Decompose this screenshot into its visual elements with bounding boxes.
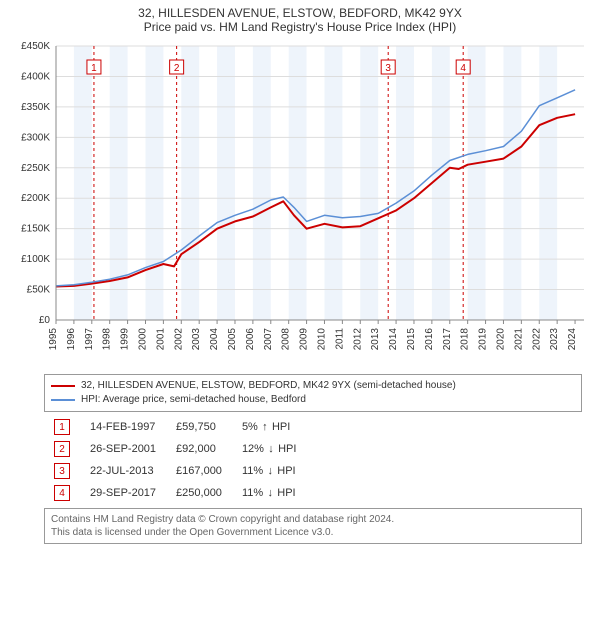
svg-text:2004: 2004 xyxy=(209,328,220,351)
marker-badge: 2 xyxy=(54,441,70,457)
sale-price: £92,000 xyxy=(166,438,232,460)
svg-text:4: 4 xyxy=(460,63,466,74)
arrow-down-icon: ↓ xyxy=(266,465,274,477)
footer-line: Contains HM Land Registry data © Crown c… xyxy=(51,513,575,526)
svg-text:£200K: £200K xyxy=(21,193,50,204)
arrow-up-icon: ↑ xyxy=(261,421,269,433)
svg-text:2000: 2000 xyxy=(137,328,148,351)
svg-text:£300K: £300K xyxy=(21,132,50,143)
svg-text:2009: 2009 xyxy=(299,328,310,351)
sale-price: £250,000 xyxy=(166,482,232,504)
svg-text:1997: 1997 xyxy=(84,328,95,351)
sale-date: 22-JUL-2013 xyxy=(80,460,166,482)
sale-delta: 12% ↓ HPI xyxy=(232,438,306,460)
marker-badge: 1 xyxy=(54,419,70,435)
legend-swatch xyxy=(51,385,75,387)
svg-text:2: 2 xyxy=(174,63,180,74)
table-row: 3 22-JUL-2013£167,00011% ↓ HPI xyxy=(44,460,306,482)
sale-date: 26-SEP-2001 xyxy=(80,438,166,460)
svg-text:£150K: £150K xyxy=(21,224,50,235)
svg-text:2017: 2017 xyxy=(442,328,453,351)
legend-item: HPI: Average price, semi-detached house,… xyxy=(51,393,575,407)
svg-text:2001: 2001 xyxy=(155,328,166,351)
svg-text:2003: 2003 xyxy=(191,328,202,351)
sale-price: £167,000 xyxy=(166,460,232,482)
price-chart: £0 £50K £100K £150K £200K £250K £300K £350K £400… xyxy=(8,38,592,368)
legend-item: 32, HILLESDEN AVENUE, ELSTOW, BEDFORD, M… xyxy=(51,379,575,393)
svg-text:£350K: £350K xyxy=(21,102,50,113)
svg-text:2012: 2012 xyxy=(352,328,363,351)
svg-text:£250K: £250K xyxy=(21,163,50,174)
svg-text:1999: 1999 xyxy=(120,328,131,351)
arrow-down-icon: ↓ xyxy=(266,487,274,499)
sale-delta: 11% ↓ HPI xyxy=(232,482,306,504)
footer-line: This data is licensed under the Open Gov… xyxy=(51,526,575,539)
svg-text:2013: 2013 xyxy=(370,328,381,351)
sale-date: 14-FEB-1997 xyxy=(80,416,166,438)
table-row: 4 29-SEP-2017£250,00011% ↓ HPI xyxy=(44,482,306,504)
svg-text:£50K: £50K xyxy=(27,285,51,296)
sales-table: 1 14-FEB-1997£59,7505% ↑ HPI 2 26-SEP-2001£… xyxy=(44,416,306,504)
svg-text:2002: 2002 xyxy=(173,328,184,351)
sale-date: 29-SEP-2017 xyxy=(80,482,166,504)
svg-text:2014: 2014 xyxy=(388,328,399,351)
sale-price: £59,750 xyxy=(166,416,232,438)
svg-text:2022: 2022 xyxy=(531,328,542,351)
sale-delta: 5% ↑ HPI xyxy=(232,416,306,438)
legend-swatch xyxy=(51,399,75,401)
table-row: 2 26-SEP-2001£92,00012% ↓ HPI xyxy=(44,438,306,460)
marker-badge: 4 xyxy=(54,485,70,501)
svg-text:1996: 1996 xyxy=(66,328,77,351)
chart-title-line2: Price paid vs. HM Land Registry's House … xyxy=(8,20,592,34)
svg-text:1: 1 xyxy=(91,63,97,74)
legend-label: 32, HILLESDEN AVENUE, ELSTOW, BEDFORD, M… xyxy=(81,379,456,393)
chart-title-line1: 32, HILLESDEN AVENUE, ELSTOW, BEDFORD, M… xyxy=(8,6,592,20)
legend-label: HPI: Average price, semi-detached house,… xyxy=(81,393,306,407)
svg-text:2006: 2006 xyxy=(245,328,256,351)
svg-text:2016: 2016 xyxy=(424,328,435,351)
svg-text:1998: 1998 xyxy=(102,328,113,351)
svg-text:2024: 2024 xyxy=(567,328,578,351)
chart-title-block: 32, HILLESDEN AVENUE, ELSTOW, BEDFORD, M… xyxy=(8,6,592,34)
svg-text:2007: 2007 xyxy=(263,328,274,351)
marker-badge: 3 xyxy=(54,463,70,479)
svg-text:2021: 2021 xyxy=(513,328,524,351)
svg-text:2011: 2011 xyxy=(334,328,345,350)
svg-text:2015: 2015 xyxy=(406,328,417,351)
svg-text:£100K: £100K xyxy=(21,254,50,265)
svg-text:£0: £0 xyxy=(39,315,51,326)
svg-text:1995: 1995 xyxy=(48,328,59,351)
footer-attribution: Contains HM Land Registry data © Crown c… xyxy=(44,508,582,544)
svg-text:£450K: £450K xyxy=(21,41,50,52)
svg-text:2019: 2019 xyxy=(478,328,489,351)
table-row: 1 14-FEB-1997£59,7505% ↑ HPI xyxy=(44,416,306,438)
sale-delta: 11% ↓ HPI xyxy=(232,460,306,482)
arrow-down-icon: ↓ xyxy=(267,443,275,455)
legend: 32, HILLESDEN AVENUE, ELSTOW, BEDFORD, M… xyxy=(44,374,582,412)
svg-text:2005: 2005 xyxy=(227,328,238,351)
svg-text:3: 3 xyxy=(385,63,391,74)
svg-text:2010: 2010 xyxy=(316,328,327,351)
svg-text:2018: 2018 xyxy=(460,328,471,351)
svg-text:2023: 2023 xyxy=(549,328,560,351)
svg-text:2020: 2020 xyxy=(495,328,506,351)
svg-text:£400K: £400K xyxy=(21,71,50,82)
svg-text:2008: 2008 xyxy=(281,328,292,351)
